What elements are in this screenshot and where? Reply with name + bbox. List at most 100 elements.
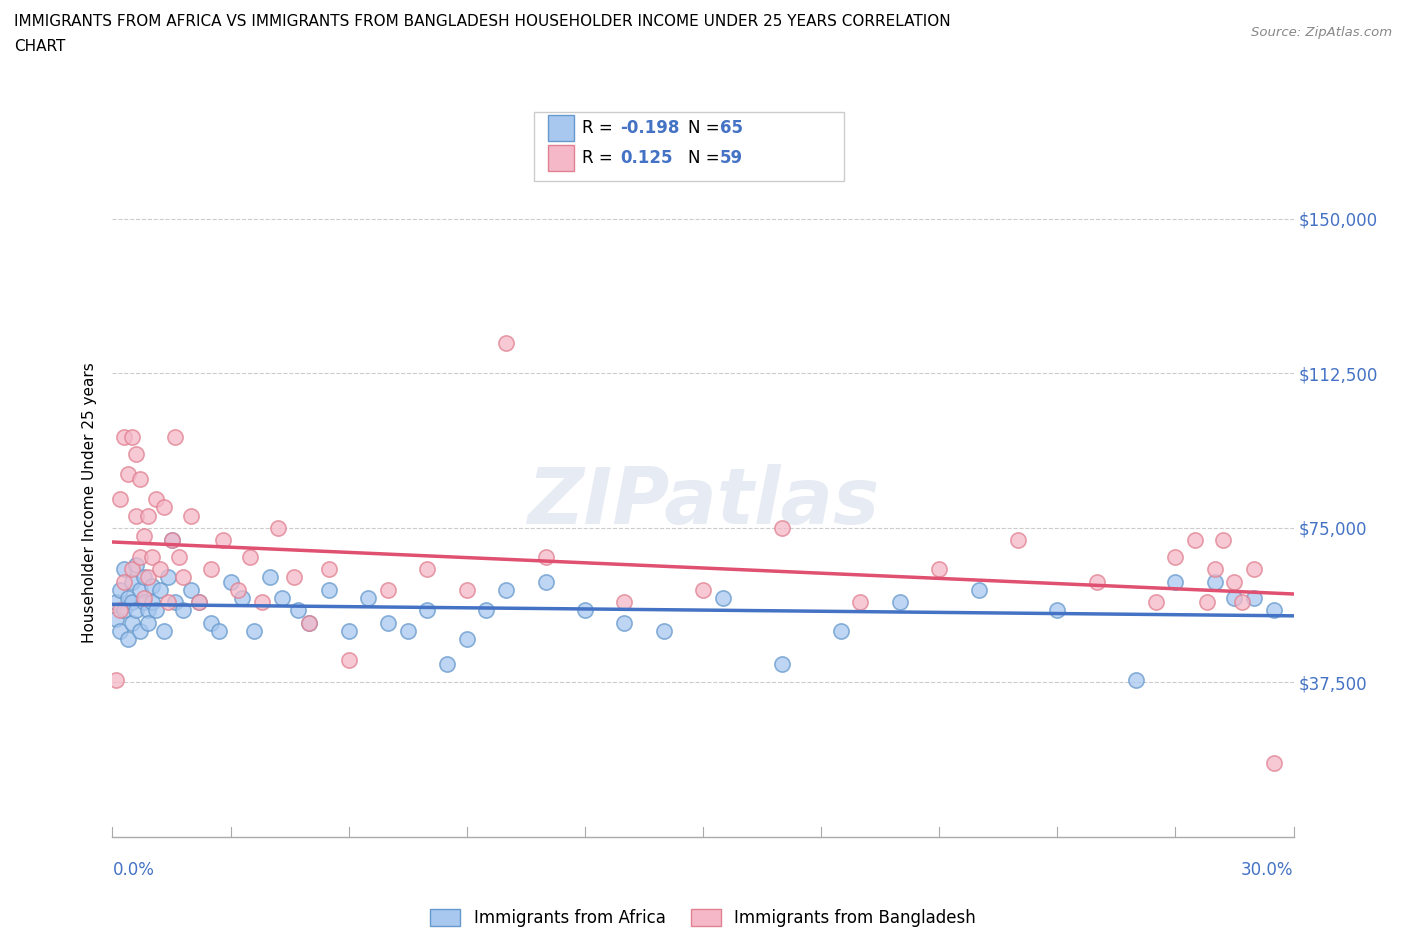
Point	[337, 652, 360, 667]
Point	[125, 446, 148, 461]
Point	[105, 611, 128, 626]
Text: 0.0%: 0.0%	[112, 860, 155, 879]
Point	[1046, 603, 1069, 618]
Point	[169, 550, 191, 565]
Point	[830, 623, 852, 638]
Point	[129, 582, 152, 597]
Point	[416, 562, 439, 577]
Point	[208, 623, 231, 638]
Point	[287, 603, 309, 618]
Point	[152, 500, 174, 515]
Point	[475, 603, 498, 618]
Point	[125, 558, 148, 573]
Point	[770, 521, 793, 536]
Point	[456, 582, 478, 597]
Point	[1085, 574, 1108, 589]
Text: Source: ZipAtlas.com: Source: ZipAtlas.com	[1251, 26, 1392, 39]
Point	[436, 657, 458, 671]
Point	[495, 582, 517, 597]
Point	[121, 616, 143, 631]
Point	[692, 582, 714, 597]
Point	[132, 594, 155, 609]
Point	[259, 570, 281, 585]
Point	[534, 550, 557, 565]
Text: ZIPatlas: ZIPatlas	[527, 464, 879, 540]
Point	[121, 574, 143, 589]
Point	[141, 550, 163, 565]
Point	[180, 508, 202, 523]
Point	[132, 570, 155, 585]
Point	[1263, 603, 1285, 618]
Point	[110, 492, 132, 507]
Point	[711, 591, 734, 605]
Point	[188, 594, 211, 609]
Text: 59: 59	[720, 149, 742, 166]
Point	[200, 562, 222, 577]
Y-axis label: Householder Income Under 25 years: Householder Income Under 25 years	[82, 362, 97, 643]
Point	[110, 603, 132, 618]
Point	[377, 616, 399, 631]
Point	[1223, 574, 1246, 589]
Point	[200, 616, 222, 631]
Point	[149, 562, 172, 577]
Point	[110, 623, 132, 638]
Point	[149, 582, 172, 597]
Point	[112, 430, 135, 445]
Point	[141, 594, 163, 609]
Point	[1263, 755, 1285, 770]
Point	[110, 582, 132, 597]
Point	[574, 603, 596, 618]
Point	[283, 570, 305, 585]
Point	[1125, 673, 1147, 688]
Point	[416, 603, 439, 618]
Point	[117, 631, 139, 646]
Point	[188, 594, 211, 609]
Point	[129, 550, 152, 565]
Point	[117, 467, 139, 482]
Point	[156, 570, 179, 585]
Text: R =: R =	[582, 149, 619, 166]
Point	[1232, 594, 1254, 609]
Point	[172, 603, 194, 618]
Point	[243, 623, 266, 638]
Point	[105, 673, 128, 688]
Point	[270, 591, 292, 605]
Text: CHART: CHART	[14, 39, 66, 54]
Point	[250, 594, 273, 609]
Text: 65: 65	[720, 119, 742, 137]
Point	[1243, 591, 1265, 605]
Point	[105, 594, 128, 609]
Point	[121, 562, 143, 577]
Point	[495, 335, 517, 350]
Point	[112, 562, 135, 577]
Point	[125, 508, 148, 523]
Point	[145, 492, 167, 507]
Point	[1204, 562, 1226, 577]
Point	[1223, 591, 1246, 605]
Point	[160, 533, 183, 548]
Point	[121, 430, 143, 445]
Text: 0.125: 0.125	[620, 149, 672, 166]
Point	[136, 616, 159, 631]
Point	[165, 430, 187, 445]
Text: R =: R =	[582, 119, 619, 137]
Point	[337, 623, 360, 638]
Point	[129, 472, 152, 486]
Point	[136, 570, 159, 585]
Text: N =: N =	[688, 149, 724, 166]
Point	[1007, 533, 1029, 548]
Point	[112, 603, 135, 618]
Point	[318, 562, 340, 577]
Point	[1164, 574, 1187, 589]
Point	[298, 616, 321, 631]
Point	[152, 623, 174, 638]
Point	[298, 616, 321, 631]
Point	[456, 631, 478, 646]
Point	[145, 603, 167, 618]
Text: N =: N =	[688, 119, 724, 137]
Point	[849, 594, 872, 609]
Point	[156, 594, 179, 609]
Text: IMMIGRANTS FROM AFRICA VS IMMIGRANTS FROM BANGLADESH HOUSEHOLDER INCOME UNDER 25: IMMIGRANTS FROM AFRICA VS IMMIGRANTS FRO…	[14, 14, 950, 29]
Point	[396, 623, 419, 638]
Point	[652, 623, 675, 638]
